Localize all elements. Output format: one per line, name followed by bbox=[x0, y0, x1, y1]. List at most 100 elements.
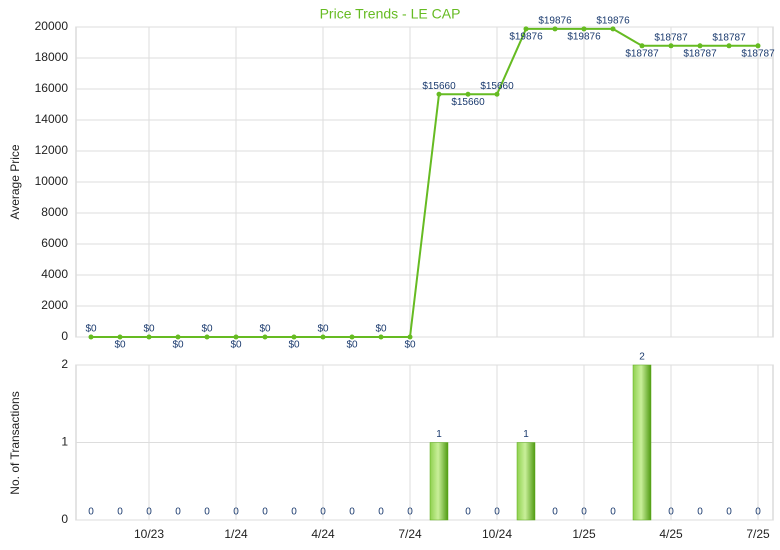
x-tick-label: 10/23 bbox=[134, 527, 164, 541]
point bbox=[117, 334, 123, 340]
point bbox=[581, 26, 587, 32]
data-label: 0 bbox=[610, 507, 616, 518]
y-tick-label: 20000 bbox=[35, 19, 69, 33]
point bbox=[146, 334, 152, 340]
y-tick-label: 4000 bbox=[41, 267, 68, 281]
x-tick-label: 10/24 bbox=[482, 527, 512, 541]
x-tick-label: 4/24 bbox=[311, 527, 335, 541]
y-tick-label: 6000 bbox=[41, 236, 68, 250]
data-label: 0 bbox=[552, 507, 558, 518]
bar bbox=[516, 442, 536, 521]
bar bbox=[632, 364, 652, 521]
data-label: 0 bbox=[117, 507, 123, 518]
y-tick-label: 14000 bbox=[35, 112, 69, 126]
data-label: 0 bbox=[146, 507, 152, 518]
data-label: 0 bbox=[233, 507, 239, 518]
data-label: $15660 bbox=[422, 81, 456, 92]
y-axis-label: Average Price bbox=[8, 144, 22, 219]
data-label: $19876 bbox=[509, 32, 543, 43]
point bbox=[233, 334, 239, 340]
point bbox=[320, 334, 326, 340]
point bbox=[175, 334, 181, 340]
data-label: 0 bbox=[320, 507, 326, 518]
data-label: $18787 bbox=[712, 32, 746, 43]
data-label: $18787 bbox=[654, 32, 688, 43]
data-label: $18787 bbox=[625, 48, 659, 59]
data-label: $0 bbox=[230, 340, 242, 351]
point bbox=[436, 91, 442, 97]
data-label: 0 bbox=[262, 507, 268, 518]
x-tick-label: 1/24 bbox=[224, 527, 248, 541]
data-label: $0 bbox=[317, 324, 329, 335]
point bbox=[755, 43, 761, 49]
y-tick-label: 0 bbox=[61, 329, 68, 343]
data-label: 2 bbox=[639, 352, 645, 363]
data-label: 0 bbox=[204, 507, 210, 518]
data-label: 1 bbox=[523, 429, 529, 440]
point bbox=[668, 43, 674, 49]
data-label: $0 bbox=[201, 324, 213, 335]
point bbox=[494, 91, 500, 97]
data-label: 0 bbox=[378, 507, 384, 518]
y-tick-label: 0 bbox=[61, 512, 68, 526]
data-label: $0 bbox=[375, 324, 387, 335]
data-label: $0 bbox=[346, 340, 358, 351]
y-axis-label: No. of Transactions bbox=[8, 391, 22, 494]
point bbox=[349, 334, 355, 340]
bar bbox=[429, 442, 449, 521]
data-label: $0 bbox=[85, 324, 97, 335]
point bbox=[523, 26, 529, 32]
data-label: $18787 bbox=[741, 48, 775, 59]
data-label: 1 bbox=[436, 429, 442, 440]
data-label: 0 bbox=[755, 507, 761, 518]
data-label: 0 bbox=[465, 507, 471, 518]
data-label: $19876 bbox=[596, 16, 630, 27]
data-label: $0 bbox=[143, 324, 155, 335]
point bbox=[726, 43, 732, 49]
point bbox=[465, 91, 471, 97]
point bbox=[610, 26, 616, 32]
data-label: $18787 bbox=[683, 48, 717, 59]
data-label: 0 bbox=[407, 507, 413, 518]
y-tick-label: 10000 bbox=[35, 174, 69, 188]
data-label: $19876 bbox=[538, 16, 572, 27]
y-tick-label: 2000 bbox=[41, 298, 68, 312]
data-label: 0 bbox=[88, 507, 94, 518]
y-tick-label: 8000 bbox=[41, 205, 68, 219]
point bbox=[204, 334, 210, 340]
data-label: $0 bbox=[288, 340, 300, 351]
x-tick-label: 7/25 bbox=[746, 527, 770, 541]
y-tick-label: 18000 bbox=[35, 50, 69, 64]
point bbox=[697, 43, 703, 49]
point bbox=[291, 334, 297, 340]
data-label: 0 bbox=[668, 507, 674, 518]
chart-title: Price Trends - LE CAP bbox=[320, 6, 461, 22]
data-label: 0 bbox=[726, 507, 732, 518]
data-label: $0 bbox=[172, 340, 184, 351]
point bbox=[88, 334, 94, 340]
data-label: $15660 bbox=[451, 97, 485, 108]
data-label: 0 bbox=[291, 507, 297, 518]
data-label: 0 bbox=[581, 507, 587, 518]
x-tick-label: 1/25 bbox=[572, 527, 596, 541]
point bbox=[639, 43, 645, 49]
data-label: 0 bbox=[175, 507, 181, 518]
data-label: $19876 bbox=[567, 32, 601, 43]
point bbox=[262, 334, 268, 340]
data-label: 0 bbox=[697, 507, 703, 518]
data-label: $0 bbox=[259, 324, 271, 335]
price-line bbox=[91, 27, 758, 338]
x-tick-label: 7/24 bbox=[398, 527, 422, 541]
y-tick-label: 1 bbox=[61, 435, 68, 449]
point bbox=[378, 334, 384, 340]
data-label: $0 bbox=[114, 340, 126, 351]
y-tick-label: 16000 bbox=[35, 81, 69, 95]
y-tick-label: 12000 bbox=[35, 143, 69, 157]
x-tick-label: 4/25 bbox=[659, 527, 683, 541]
y-tick-label: 2 bbox=[61, 357, 68, 371]
point bbox=[552, 26, 558, 32]
point bbox=[407, 334, 413, 340]
data-label: $0 bbox=[404, 340, 416, 351]
